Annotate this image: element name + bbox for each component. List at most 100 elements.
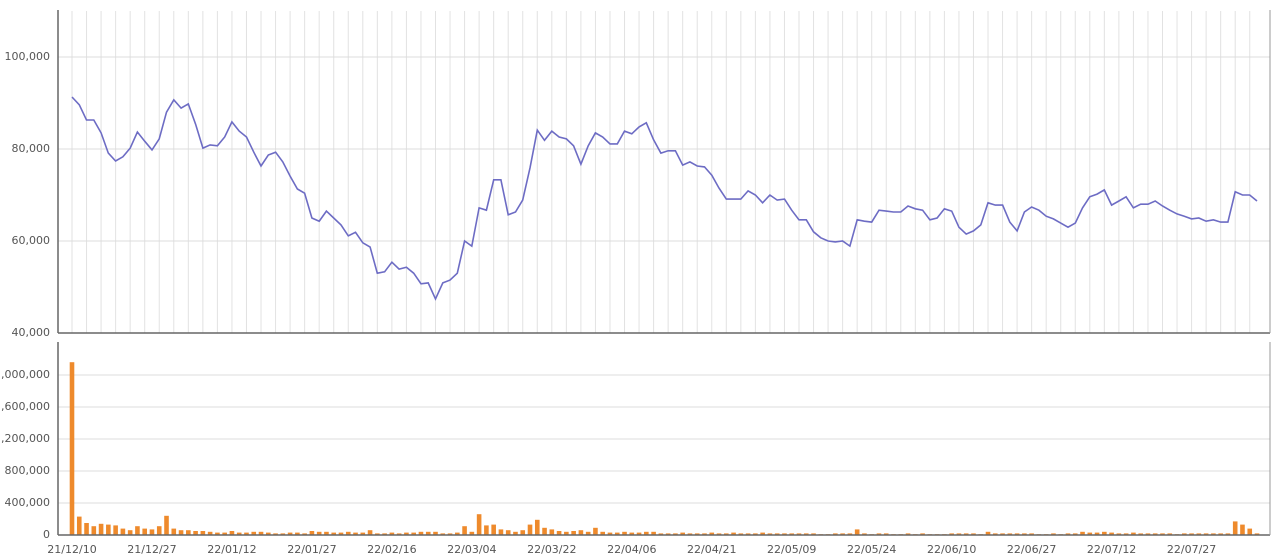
volume-bar	[251, 531, 257, 535]
volume-bar	[1102, 531, 1107, 535]
volume-bar	[1138, 533, 1143, 535]
volume-bar	[1211, 533, 1216, 535]
volume-bar	[811, 533, 816, 535]
volume-bar	[353, 532, 358, 535]
volume-bar	[905, 533, 911, 535]
volume-bar	[484, 525, 489, 535]
volume-bar	[345, 531, 351, 535]
x-tick-label: 22/04/06	[607, 543, 656, 556]
volume-bar	[120, 528, 126, 535]
y-tick-label: 80,000	[12, 142, 51, 155]
y-tick-label: 1,200,000	[0, 432, 50, 445]
volume-bar	[200, 531, 206, 535]
volume-bar	[665, 533, 671, 535]
volume-bar	[302, 533, 307, 535]
volume-bar	[1051, 533, 1056, 535]
volume-bar	[1145, 533, 1151, 535]
volume-bar	[593, 527, 598, 535]
volume-bar	[673, 533, 678, 535]
volume-bar	[564, 531, 569, 535]
volume-bar	[1000, 533, 1005, 535]
volume-bar	[716, 533, 722, 535]
volume-bar	[156, 526, 162, 535]
volume-bar	[636, 532, 642, 535]
x-tick-label: 22/05/09	[767, 543, 816, 556]
x-tick-label: 22/03/22	[527, 543, 576, 556]
volume-bar	[680, 532, 685, 535]
volume-bar	[883, 533, 889, 535]
volume-bar	[106, 524, 111, 535]
volume-bar	[309, 531, 315, 535]
volume-bar	[295, 532, 300, 535]
volume-bar	[971, 533, 976, 535]
volume-bar	[651, 531, 656, 535]
volume-bar	[476, 514, 482, 535]
volume-bar	[418, 531, 424, 535]
x-tick-label: 22/07/27	[1167, 543, 1216, 556]
volume-bar	[520, 530, 526, 535]
volume-bar	[1087, 532, 1093, 535]
volume-bar	[404, 532, 409, 535]
volume-bar	[113, 525, 118, 535]
volume-bar	[760, 532, 765, 535]
x-tick-label: 22/01/27	[287, 543, 336, 556]
volume-bar	[658, 533, 664, 535]
y-tick-label: 60,000	[12, 234, 51, 247]
volume-bar	[1029, 533, 1034, 535]
volume-bar	[331, 532, 337, 535]
volume-bar	[244, 532, 249, 535]
volume-bar	[862, 533, 867, 535]
volume-bar	[411, 532, 416, 535]
volume-bar	[992, 533, 998, 535]
volume-bar	[164, 515, 169, 535]
y-tick-label: 800,000	[5, 464, 51, 477]
volume-bar	[265, 532, 271, 535]
volume-bar	[469, 531, 475, 535]
price-line	[71, 96, 1258, 301]
volume-bar	[1131, 532, 1136, 535]
volume-bar	[338, 532, 344, 535]
volume-bar	[455, 532, 460, 535]
volume-bar	[433, 531, 438, 535]
volume-bar	[207, 531, 213, 535]
volume-bar	[578, 530, 584, 535]
volume-bar	[127, 530, 133, 535]
volume-bar	[1203, 533, 1209, 535]
volume-bar	[1072, 533, 1078, 535]
volume-bar	[600, 531, 606, 535]
volume-bar	[324, 531, 329, 535]
volume-bar	[91, 526, 97, 535]
volume-bar	[542, 527, 547, 535]
x-tick-label: 21/12/10	[47, 543, 96, 556]
volume-bar	[956, 533, 962, 535]
volume-bar	[796, 533, 802, 535]
volume-bar	[949, 533, 954, 535]
x-tick-label: 22/01/12	[207, 543, 256, 556]
y-tick-label: 0	[43, 528, 50, 541]
volume-bar	[1080, 531, 1085, 535]
volume-bar	[316, 531, 322, 535]
y-tick-label: 400,000	[5, 496, 51, 509]
volume-bar	[644, 531, 649, 535]
volume-bar	[527, 524, 533, 535]
volume-bar	[1007, 533, 1013, 535]
volume-bar	[1094, 532, 1100, 535]
volume-bar	[876, 533, 882, 535]
volume-bar	[1218, 533, 1223, 535]
volume-bar	[1189, 533, 1194, 535]
volume-bar	[171, 528, 177, 535]
volume-bar	[389, 532, 395, 535]
volume-bar	[382, 533, 387, 535]
y-tick-label: 1,600,000	[0, 400, 50, 413]
volume-bar	[963, 533, 969, 535]
volume-bar	[731, 532, 736, 535]
x-tick-label: 22/02/16	[367, 543, 416, 556]
volume-bar	[178, 530, 184, 535]
volume-bar	[782, 533, 787, 535]
volume-bar	[629, 532, 635, 535]
volume-bar	[1254, 533, 1260, 535]
volume-bar	[513, 531, 518, 535]
x-tick-label: 22/06/10	[927, 543, 976, 556]
volume-bar	[534, 519, 540, 535]
volume-bar	[1109, 532, 1114, 535]
